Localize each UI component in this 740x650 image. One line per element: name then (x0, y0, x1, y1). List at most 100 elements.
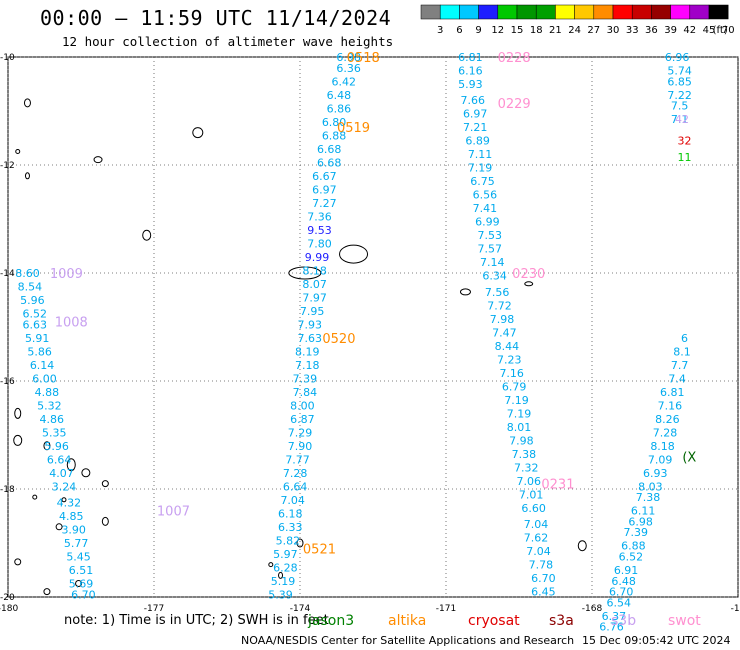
wave-height-value: 8.07 (302, 278, 327, 291)
wave-height-value: 7.21 (463, 121, 488, 134)
wave-height-value: 6.93 (643, 467, 668, 480)
island-outline (14, 558, 22, 566)
wave-height-value: 7.72 (487, 299, 512, 312)
island-outline (142, 229, 152, 241)
wave-height-value: 4.86 (40, 413, 65, 426)
wave-height-value: 7.06 (516, 475, 541, 488)
wave-height-value: 7.93 (297, 318, 322, 331)
wave-height-value: 6 (681, 332, 688, 345)
wave-height-value: 6.68 (317, 143, 342, 156)
wave-height-value: 7.28 (283, 467, 308, 480)
wave-height-value: 6.16 (458, 65, 483, 78)
y-axis-label: -12 (0, 161, 15, 171)
wave-height-value: 7.98 (490, 313, 515, 326)
wave-height-value: 6.64 (47, 453, 72, 466)
pass-time-label: 0521 (303, 542, 336, 557)
wave-height-value: 6.70 (71, 588, 96, 601)
wave-height-value: 7.7 (671, 359, 689, 372)
wave-height-value: 6.64 (283, 480, 308, 493)
colorbar-label: (ft) (713, 25, 728, 36)
island-outline (32, 494, 38, 500)
wave-height-value: 5.96 (44, 440, 69, 453)
island-outline (459, 288, 471, 296)
wave-height-value: 6.42 (332, 75, 357, 88)
wave-height-value: 4.07 (49, 467, 74, 480)
x-axis-label: -174 (290, 604, 311, 614)
island-outline (23, 98, 31, 108)
wave-height-value: 6.97 (463, 108, 488, 121)
wave-height-value: 6.85 (667, 75, 692, 88)
satellite-legend-jason3: jason3 (308, 613, 355, 629)
wave-height-value: 5.91 (25, 332, 50, 345)
wave-height-value: 6.99 (475, 216, 500, 229)
wave-height-value: 3.24 (52, 480, 77, 493)
wave-height-value: 7.41 (473, 202, 498, 215)
page-subtitle: 12 hour collection of altimeter wave hei… (62, 34, 394, 49)
wave-height-value: 6.00 (32, 372, 57, 385)
x-axis-label: -16 (731, 604, 740, 614)
pass-time-label: 0229 (498, 97, 531, 112)
wave-height-value: 7.19 (468, 162, 493, 175)
pass-time-label: 1009 (50, 267, 83, 282)
wave-height-value: 5.96 (20, 294, 45, 307)
island-outline (101, 516, 109, 526)
wave-height-value: 6.97 (312, 183, 337, 196)
wave-height-value: 6.81 (660, 386, 685, 399)
pass-time-label: 0228 (498, 51, 531, 66)
wave-height-value: 7.01 (519, 488, 544, 501)
pass-time-label: 0518 (347, 51, 380, 66)
y-axis-label: -14 (0, 269, 15, 279)
wave-height-value: 7.62 (524, 532, 549, 545)
wave-height-value: 8.60 (15, 267, 40, 280)
wave-height-value: 6.60 (521, 502, 546, 515)
satellite-legend-swot: swot (668, 613, 701, 629)
wave-height-value: 8.18 (302, 264, 327, 277)
wave-height-value: 6.63 (23, 318, 48, 331)
wave-height-value: 7.38 (636, 491, 661, 504)
wave-height-value: 8.1 (673, 345, 691, 358)
wave-height-value: 8.18 (650, 440, 675, 453)
island-outline (61, 497, 67, 503)
wave-height-value: 6.48 (611, 575, 636, 588)
footer-credit: NOAA/NESDIS Center for Satellite Applica… (241, 634, 575, 647)
y-axis-label: -16 (0, 377, 15, 387)
colorbar-label: 45 (703, 25, 716, 36)
x-axis-label: -171 (436, 604, 456, 614)
wave-height-value: 7.04 (280, 494, 305, 507)
wave-height-value: 7.1 (671, 113, 689, 126)
island-outline (15, 149, 21, 154)
colorbar-label: 27 (587, 25, 600, 36)
wave-height-value: 7.4 (668, 372, 686, 385)
wave-height-value: 6.56 (473, 189, 498, 202)
wave-height-value: 6.45 (531, 586, 556, 599)
island-outline (81, 468, 91, 478)
island-outline (24, 172, 30, 180)
colorbar: 3 6 9 12 15 18 21 24 27 30 33 36 39 42 45 70(ft) (420, 4, 735, 36)
wave-height-value: 6.36 (336, 62, 361, 75)
wave-height-value: 5.19 (271, 575, 296, 588)
wave-height-value: 6.70 (531, 572, 556, 585)
wave-height-value: 7.09 (648, 453, 673, 466)
wave-height-value: 6.96 (665, 51, 690, 64)
wave-height-value: 6.88 (621, 540, 646, 553)
wave-height-value: 7.23 (497, 353, 522, 366)
wave-height-value: 6.33 (278, 521, 303, 534)
wave-height-value: 8.54 (18, 281, 43, 294)
island-outline (43, 588, 51, 596)
wave-height-value: 7.80 (307, 237, 332, 250)
wave-height-value: 7.22 (667, 89, 692, 102)
wave-height-value: 6.11 (631, 505, 656, 518)
colorbar-label: 70 (722, 25, 735, 36)
wave-height-value: 6.86 (327, 102, 352, 115)
wave-height-value: 9.53 (307, 224, 332, 237)
wave-height-value: 7.27 (312, 197, 337, 210)
colorbar-label: 12 (491, 25, 504, 36)
satellite-legend-s3a: s3a (549, 613, 574, 629)
wave-height-value: 7.18 (295, 359, 320, 372)
island-outline (43, 441, 51, 451)
wave-height-value: 4.88 (35, 386, 60, 399)
wave-height-value: 8.44 (495, 340, 520, 353)
wave-height-value: 7.04 (526, 545, 551, 558)
wave-height-value: 7.66 (461, 94, 486, 107)
